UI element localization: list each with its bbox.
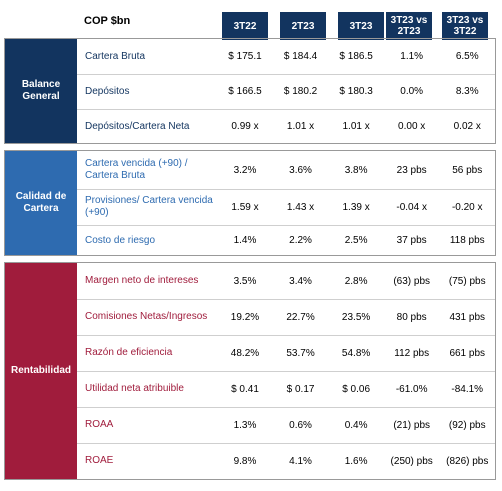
cell-value: 3.8% (344, 164, 368, 176)
cell-value: 4.1% (289, 455, 312, 467)
row-label: Comisiones Netas/Ingresos (85, 311, 208, 322)
col-header-3t23: 3T23 (338, 12, 384, 40)
cell-value: 431 pbs (449, 311, 486, 323)
table-row: Comisiones Netas/Ingresos 19.2% 22.7% 23… (77, 299, 495, 336)
cell-value: 3.4% (289, 275, 312, 287)
cell-value: (75) pbs (448, 275, 486, 287)
cell-value: 1.6% (344, 455, 368, 467)
table-row: Cartera vencida (+90) / Cartera Bruta 3.… (77, 151, 495, 190)
table-row: ROAE 9.8% 4.1% 1.6% (250) pbs (826) pbs (77, 443, 495, 479)
cell-value: (21) pbs (393, 419, 431, 431)
cell-value: 0.0% (400, 86, 424, 97)
section-balance-general: Balance General Cartera Bruta $ 175.1 $ … (4, 38, 496, 144)
cell-value: (250) pbs (390, 455, 433, 467)
cell-value: $ 0.41 (231, 383, 259, 395)
cell-value: 0.02 x (453, 121, 481, 132)
cell-value: 1.59 x (231, 201, 259, 213)
col-header-3t23-vs-2t23: 3T23 vs 2T23 (386, 12, 432, 40)
cell-value: 3.6% (289, 164, 312, 176)
cell-value: -0.04 x (396, 201, 427, 213)
col-header-3t23-vs-3t22: 3T23 vs 3T22 (442, 12, 488, 40)
row-label: Depósitos/Cartera Neta (85, 120, 190, 132)
cell-value: 6.5% (455, 51, 479, 62)
section-label-balance: Balance General (5, 39, 77, 143)
cell-value: 3.5% (233, 275, 257, 287)
table-row: Razón de eficiencia 48.2% 53.7% 54.8% 11… (77, 335, 495, 372)
cell-value: 3.2% (233, 164, 257, 176)
table-row: Provisiones/ Cartera vencida (+90) 1.59 … (77, 189, 495, 226)
cell-value: 22.7% (286, 311, 315, 323)
section-calidad-cartera: Calidad de Cartera Cartera vencida (+90)… (4, 150, 496, 256)
cell-value: $ 0.06 (342, 383, 371, 395)
section-label-calidad: Calidad de Cartera (5, 151, 77, 255)
table-row: Depósitos $ 166.5 $ 180.2 $ 180.3 0.0% 8… (77, 74, 495, 110)
cell-value: 112 pbs (394, 347, 430, 359)
cell-value: 9.8% (233, 455, 257, 467)
table-header: COP $bn 3T22 2T23 3T23 3T23 vs 2T23 3T23… (0, 6, 502, 40)
cell-value: 23 pbs (396, 164, 427, 176)
row-label: ROAA (85, 419, 114, 430)
cell-value: $ 175.1 (228, 51, 262, 62)
cell-value: 2.5% (344, 235, 368, 246)
currency-unit-label: COP $bn (84, 15, 131, 27)
cell-value: $ 180.2 (283, 86, 318, 97)
cell-value: 19.2% (230, 311, 260, 323)
cell-value: 118 pbs (449, 235, 485, 246)
cell-value: 0.00 x (398, 121, 426, 132)
cell-value: -84.1% (451, 383, 484, 395)
row-label: Provisiones/ Cartera vencida (+90) (85, 195, 213, 218)
cell-value: 0.6% (289, 419, 312, 431)
section-label-rentabilidad: Rentabilidad (5, 263, 77, 479)
cell-value: $ 186.5 (339, 51, 373, 62)
row-label: Cartera Bruta (85, 50, 146, 62)
table-row: Costo de riesgo 1.4% 2.2% 2.5% 37 pbs 11… (77, 225, 495, 256)
cell-value: 661 pbs (449, 347, 486, 359)
cell-value: -61.0% (395, 383, 428, 395)
row-label: Costo de riesgo (85, 234, 156, 246)
section-rentabilidad: Rentabilidad Margen neto de intereses 3.… (4, 262, 496, 480)
cell-value: 80 pbs (396, 311, 427, 323)
row-label: Margen neto de intereses (85, 275, 199, 286)
row-label: Razón de eficiencia (85, 347, 173, 358)
row-label: Cartera vencida (+90) / Cartera Bruta (85, 158, 188, 181)
cell-value: (92) pbs (448, 419, 486, 431)
col-header-2t23: 2T23 (280, 12, 326, 40)
cell-value: 0.99 x (231, 121, 259, 132)
row-label: ROAE (85, 455, 114, 466)
cell-value: 53.7% (286, 347, 315, 359)
cell-value: $ 180.3 (339, 86, 373, 97)
cell-value: $ 184.4 (283, 51, 318, 62)
row-label: Utilidad neta atribuible (85, 383, 184, 394)
cell-value: 1.4% (233, 235, 257, 246)
cell-value: 1.43 x (286, 201, 315, 213)
cell-value: 1.39 x (342, 201, 370, 213)
cell-value: 1.1% (400, 51, 424, 62)
table-row: ROAA 1.3% 0.6% 0.4% (21) pbs (92) pbs (77, 407, 495, 444)
cell-value: (63) pbs (393, 275, 431, 287)
table-row: Depósitos/Cartera Neta 0.99 x 1.01 x 1.0… (77, 109, 495, 144)
cell-value: 48.2% (230, 347, 260, 359)
table-row: Margen neto de intereses 3.5% 3.4% 2.8% … (77, 263, 495, 300)
col-header-3t22: 3T22 (222, 12, 268, 40)
cell-value: (826) pbs (446, 455, 489, 467)
cell-value: 1.01 x (342, 121, 370, 132)
row-label: Depósitos (85, 85, 130, 97)
cell-value: 23.5% (341, 311, 371, 323)
cell-value: $ 166.5 (228, 86, 262, 97)
cell-value: 1.01 x (286, 121, 315, 132)
table-row: Utilidad neta atribuible $ 0.41 $ 0.17 $… (77, 371, 495, 408)
cell-value: 37 pbs (396, 235, 427, 246)
cell-value: 1.3% (233, 419, 257, 431)
cell-value: 2.8% (344, 275, 368, 287)
cell-value: 54.8% (341, 347, 371, 359)
cell-value: 8.3% (455, 86, 479, 97)
cell-value: $ 0.17 (286, 383, 315, 395)
cell-value: -0.20 x (451, 201, 483, 213)
cell-value: 56 pbs (452, 164, 483, 176)
table-row: Cartera Bruta $ 175.1 $ 184.4 $ 186.5 1.… (77, 39, 495, 75)
cell-value: 0.4% (344, 419, 368, 431)
cell-value: 2.2% (289, 235, 312, 246)
